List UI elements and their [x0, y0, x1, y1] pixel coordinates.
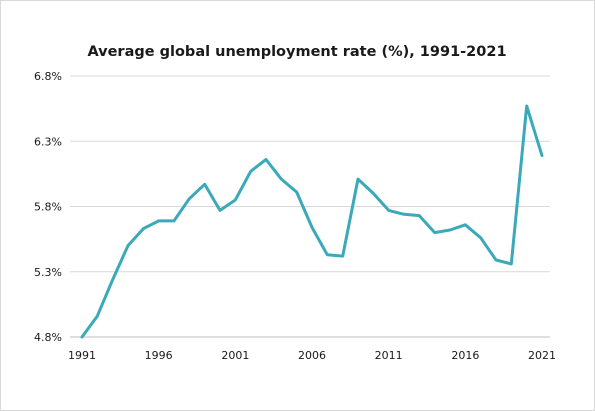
x-tick-label: 2021: [528, 349, 556, 362]
y-axis-tick-labels: 4.8% 5.3% 5.8% 6.3% 6.8%: [34, 70, 62, 344]
x-tick-label: 2016: [451, 349, 479, 362]
grid-lines: [70, 75, 550, 338]
y-tick-label: 6.3%: [34, 135, 62, 148]
x-axis-tick-labels: 1991 1996 2001 2006 2011 2016 2021: [68, 349, 556, 362]
y-tick-label: 5.3%: [34, 266, 62, 279]
x-tick-label: 1996: [145, 349, 173, 362]
x-tick-label: 2006: [298, 349, 326, 362]
y-tick-label: 5.8%: [34, 201, 62, 214]
chart-title: Average global unemployment rate (%), 19…: [87, 44, 506, 60]
x-tick-label: 2011: [375, 349, 403, 362]
x-tick-label: 2001: [221, 349, 249, 362]
series-line: [80, 104, 544, 339]
y-tick-label: 4.8%: [34, 331, 62, 344]
x-tick-label: 1991: [68, 349, 96, 362]
y-tick-label: 6.8%: [34, 70, 62, 83]
series-group: [80, 104, 544, 339]
